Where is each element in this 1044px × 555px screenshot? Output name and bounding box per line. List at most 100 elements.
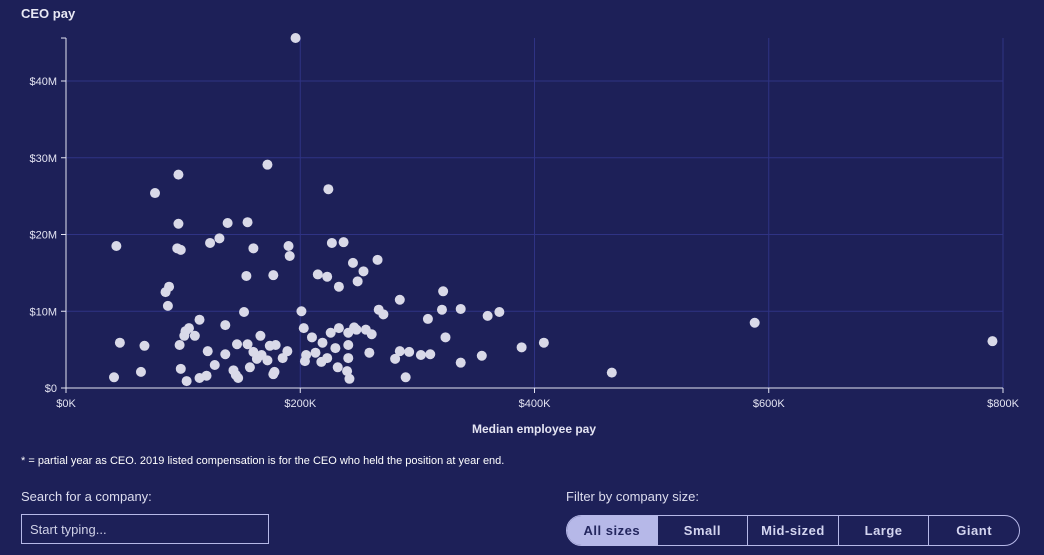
data-point[interactable] [241, 270, 252, 281]
data-point[interactable] [256, 349, 267, 360]
data-point[interactable] [343, 353, 354, 364]
data-point[interactable] [343, 340, 354, 351]
data-point[interactable] [248, 243, 259, 254]
data-point[interactable] [344, 373, 355, 384]
data-point[interactable] [476, 350, 487, 361]
data-point[interactable] [205, 237, 216, 248]
data-point[interactable] [194, 314, 205, 325]
data-point[interactable] [351, 324, 362, 335]
data-point[interactable] [209, 359, 220, 370]
data-point[interactable] [139, 340, 150, 351]
data-point[interactable] [422, 313, 433, 324]
data-point[interactable] [404, 346, 415, 357]
data-point[interactable] [228, 365, 239, 376]
data-point[interactable] [322, 271, 333, 282]
data-point[interactable] [201, 370, 212, 381]
data-point[interactable] [310, 347, 321, 358]
data-point[interactable] [268, 270, 279, 281]
data-point[interactable] [220, 320, 231, 331]
data-point[interactable] [173, 169, 184, 180]
data-point[interactable] [332, 362, 343, 373]
data-point[interactable] [239, 307, 250, 318]
data-point[interactable] [222, 217, 233, 228]
data-point[interactable] [333, 281, 344, 292]
data-point[interactable] [114, 337, 125, 348]
data-point[interactable] [455, 303, 466, 314]
data-point[interactable] [179, 330, 190, 341]
data-point[interactable] [415, 349, 426, 360]
data-point[interactable] [538, 337, 549, 348]
data-point[interactable] [358, 266, 369, 277]
data-point[interactable] [220, 349, 231, 360]
data-point[interactable] [394, 346, 405, 357]
data-point[interactable] [333, 323, 344, 334]
data-point[interactable] [306, 332, 317, 343]
data-point[interactable] [482, 310, 493, 321]
data-point[interactable] [378, 309, 389, 320]
data-point[interactable] [175, 244, 186, 255]
data-point[interactable] [174, 340, 185, 351]
data-point[interactable] [181, 376, 192, 387]
data-point[interactable] [516, 342, 527, 353]
filter-mid-sized[interactable]: Mid-sized [747, 516, 838, 545]
data-point[interactable] [364, 347, 375, 358]
data-point[interactable] [189, 330, 200, 341]
filter-small[interactable]: Small [656, 516, 748, 545]
data-point[interactable] [326, 237, 337, 248]
data-point[interactable] [268, 369, 279, 380]
data-point[interactable] [352, 276, 363, 287]
data-point[interactable] [214, 233, 225, 244]
data-point[interactable] [342, 366, 353, 377]
filter-large[interactable]: Large [837, 516, 929, 545]
data-point[interactable] [232, 339, 243, 350]
data-point[interactable] [394, 294, 405, 305]
data-point[interactable] [330, 343, 341, 354]
data-point[interactable] [150, 188, 161, 199]
data-point[interactable] [248, 346, 259, 357]
data-point[interactable] [372, 254, 383, 265]
data-point[interactable] [284, 250, 295, 261]
data-point[interactable] [173, 218, 184, 229]
data-point[interactable] [298, 323, 309, 334]
data-point[interactable] [322, 353, 333, 364]
data-point[interactable] [109, 372, 120, 383]
data-point[interactable] [400, 372, 411, 383]
data-point[interactable] [242, 217, 253, 228]
data-point[interactable] [317, 337, 328, 348]
data-point[interactable] [749, 317, 760, 328]
data-point[interactable] [135, 366, 146, 377]
data-point[interactable] [283, 241, 294, 252]
data-point[interactable] [494, 307, 505, 318]
data-point[interactable] [325, 327, 336, 338]
data-point[interactable] [455, 357, 466, 368]
data-point[interactable] [323, 184, 334, 195]
data-point[interactable] [438, 286, 449, 297]
data-point[interactable] [262, 159, 273, 170]
data-point[interactable] [343, 327, 354, 338]
data-point[interactable] [299, 356, 310, 367]
data-point[interactable] [436, 304, 447, 315]
data-point[interactable] [160, 287, 171, 298]
data-point[interactable] [111, 241, 122, 252]
data-point[interactable] [987, 336, 998, 347]
data-point[interactable] [312, 269, 323, 280]
data-point[interactable] [270, 340, 281, 351]
data-point[interactable] [277, 353, 288, 364]
data-point[interactable] [255, 330, 266, 341]
data-point[interactable] [175, 363, 186, 374]
data-point[interactable] [425, 349, 436, 360]
data-point[interactable] [290, 33, 301, 44]
company-search-input[interactable] [21, 514, 269, 544]
data-point[interactable] [242, 339, 253, 350]
data-point[interactable] [606, 367, 617, 378]
data-point[interactable] [244, 362, 255, 373]
filter-all-sizes[interactable]: All sizes [567, 516, 657, 545]
data-point[interactable] [162, 300, 173, 311]
data-point[interactable] [338, 237, 349, 248]
data-point[interactable] [390, 353, 401, 364]
data-point[interactable] [440, 332, 451, 343]
data-point[interactable] [296, 306, 307, 317]
data-point[interactable] [202, 346, 213, 357]
data-point[interactable] [366, 329, 377, 340]
data-point[interactable] [347, 257, 358, 268]
